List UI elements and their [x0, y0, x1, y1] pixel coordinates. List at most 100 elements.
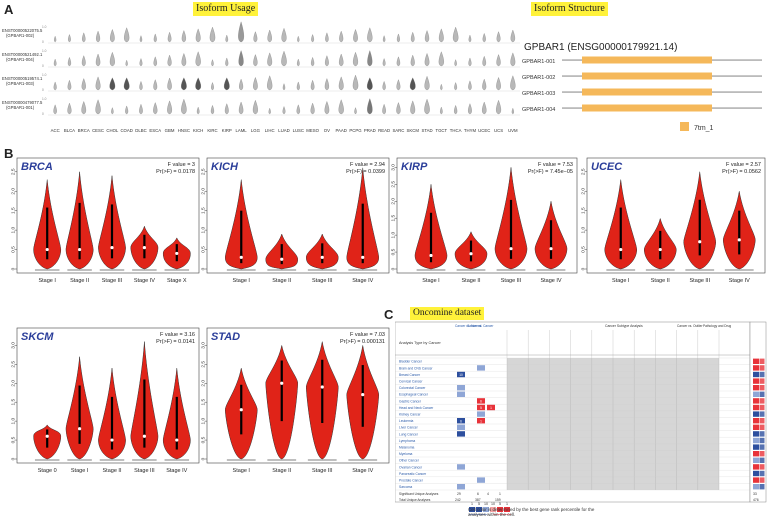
stage-label: Stage III [312, 278, 333, 284]
outlier-cell [759, 358, 765, 364]
isoform-row-label: ENST00000519574.1 [2, 76, 43, 81]
oncomine-cell [477, 398, 485, 404]
outlier-cell [759, 484, 765, 490]
domain-block [582, 88, 712, 96]
col-group-label: Cancer vs. Cancer [467, 324, 494, 328]
usage-violin [153, 102, 158, 115]
cancer-row-label: Bladder Cancer [399, 360, 423, 364]
cancer-type-label: LAML [235, 128, 247, 133]
stage-label: Stage II [70, 278, 89, 284]
stage-label: Stage II [462, 278, 481, 284]
usage-violin [268, 107, 271, 115]
usage-violin [482, 55, 487, 67]
outlier-cell [759, 457, 765, 463]
violin-median [361, 393, 365, 397]
cancer-row-label: Myeloma [399, 452, 413, 456]
usage-violin [95, 99, 101, 115]
y-tick-label: 1.5 [391, 215, 397, 222]
footer-label: Total Unique Analyses [399, 498, 431, 502]
plot-title: SKCM [21, 331, 54, 343]
usage-violin [382, 103, 386, 115]
f-value: F value = 2.57 [726, 162, 761, 168]
usage-violin [482, 33, 486, 43]
cancer-row-label: Melanoma [399, 446, 415, 450]
stage-label: Stage I [233, 278, 251, 284]
outlier-cell [759, 424, 765, 430]
cancer-type-label: OV [324, 128, 330, 133]
y-tick-label: 1.0 [201, 226, 207, 233]
violin-median [737, 238, 741, 242]
y-tick-label: 2.5 [581, 168, 587, 175]
usage-violin [382, 81, 386, 91]
cancer-type-label: LIHC [265, 128, 275, 133]
domain-block [582, 56, 712, 64]
cancer-row-label: Gastric Cancer [399, 399, 422, 403]
legend-number: 5 [499, 502, 501, 506]
oncomine-table: Analysis Type by Cancer Cancer vs. Normal… [395, 321, 767, 515]
usage-violin [297, 35, 300, 43]
usage-violin [396, 102, 401, 115]
usage-violin [324, 101, 330, 115]
usage-violin [396, 33, 400, 43]
usage-violin [81, 101, 87, 115]
usage-violin [396, 79, 401, 91]
cancer-type-label: READ [378, 128, 390, 133]
usage-violin [367, 77, 373, 91]
cancer-type-label: DLBC [135, 128, 146, 133]
cancer-row-label: Esophageal Cancer [399, 393, 429, 397]
violin-median [320, 385, 324, 389]
structure-isoform-label: GPBAR1-004 [522, 107, 555, 113]
violin-median [45, 434, 49, 438]
y-tick-label: 1.0 [581, 226, 587, 233]
outlier-cell [753, 457, 759, 463]
y-tick-label: 0 [11, 267, 17, 270]
usage-violin [338, 76, 344, 91]
usage-violin [352, 74, 359, 91]
y-tick-label: 0 [581, 267, 587, 270]
stage-label: Stage 0 [38, 468, 57, 474]
usage-violin [68, 34, 71, 43]
col-group-label: Pathology and Drug [703, 324, 731, 328]
cancer-type-label: UVM [508, 128, 518, 133]
cancer-type-label: THCA [450, 128, 462, 133]
cancer-type-label: BRCA [78, 128, 90, 133]
usage-violin [296, 81, 300, 91]
usage-violin [67, 57, 72, 67]
usage-violin [297, 58, 300, 67]
y-tick-label: 1.0 [201, 417, 207, 424]
axis-tick: 0 [42, 40, 44, 44]
usage-violin [253, 77, 258, 91]
usage-violin [410, 100, 416, 115]
legend-number: 10 [491, 502, 495, 506]
y-tick-label: 0 [11, 457, 17, 460]
plot-title: KIRP [401, 161, 428, 173]
violin-median [239, 408, 243, 412]
usage-violin [153, 79, 158, 91]
plot-title: KICH [211, 161, 239, 173]
y-tick-label: 2.5 [11, 361, 17, 368]
usage-violin [109, 51, 115, 67]
violin-median [280, 381, 284, 385]
usage-violin [510, 52, 516, 67]
cancer-row-label: Liver Cancer [399, 426, 419, 430]
f-value: F value = 2.94 [350, 162, 385, 168]
cancer-type-label: UCEC [478, 128, 490, 133]
usage-violin [409, 77, 416, 91]
usage-violin [181, 98, 187, 115]
outlier-cell [753, 470, 759, 477]
axis-tick: 0 [42, 88, 44, 92]
outlier-cell [759, 444, 765, 450]
usage-violin [454, 82, 458, 91]
f-value: F value = 3.16 [160, 332, 195, 338]
violin-plots: BRCA F value = 3Pr(>F) = 0.0178 0 0.5 1.0 1.5… [11, 157, 766, 474]
stage-label: Stage I [422, 278, 440, 284]
y-tick-label: 0 [391, 267, 397, 270]
cancer-type-label: PAAD [336, 128, 347, 133]
p-value: Pr(>F) = 0.0141 [156, 339, 195, 345]
y-tick-label: 2.5 [391, 181, 397, 188]
cancer-type-label: PRAD [364, 128, 376, 133]
cancer-type-label: GBM [165, 128, 175, 133]
y-tick-label: 0.5 [11, 246, 17, 253]
outlier-cell [759, 404, 765, 411]
